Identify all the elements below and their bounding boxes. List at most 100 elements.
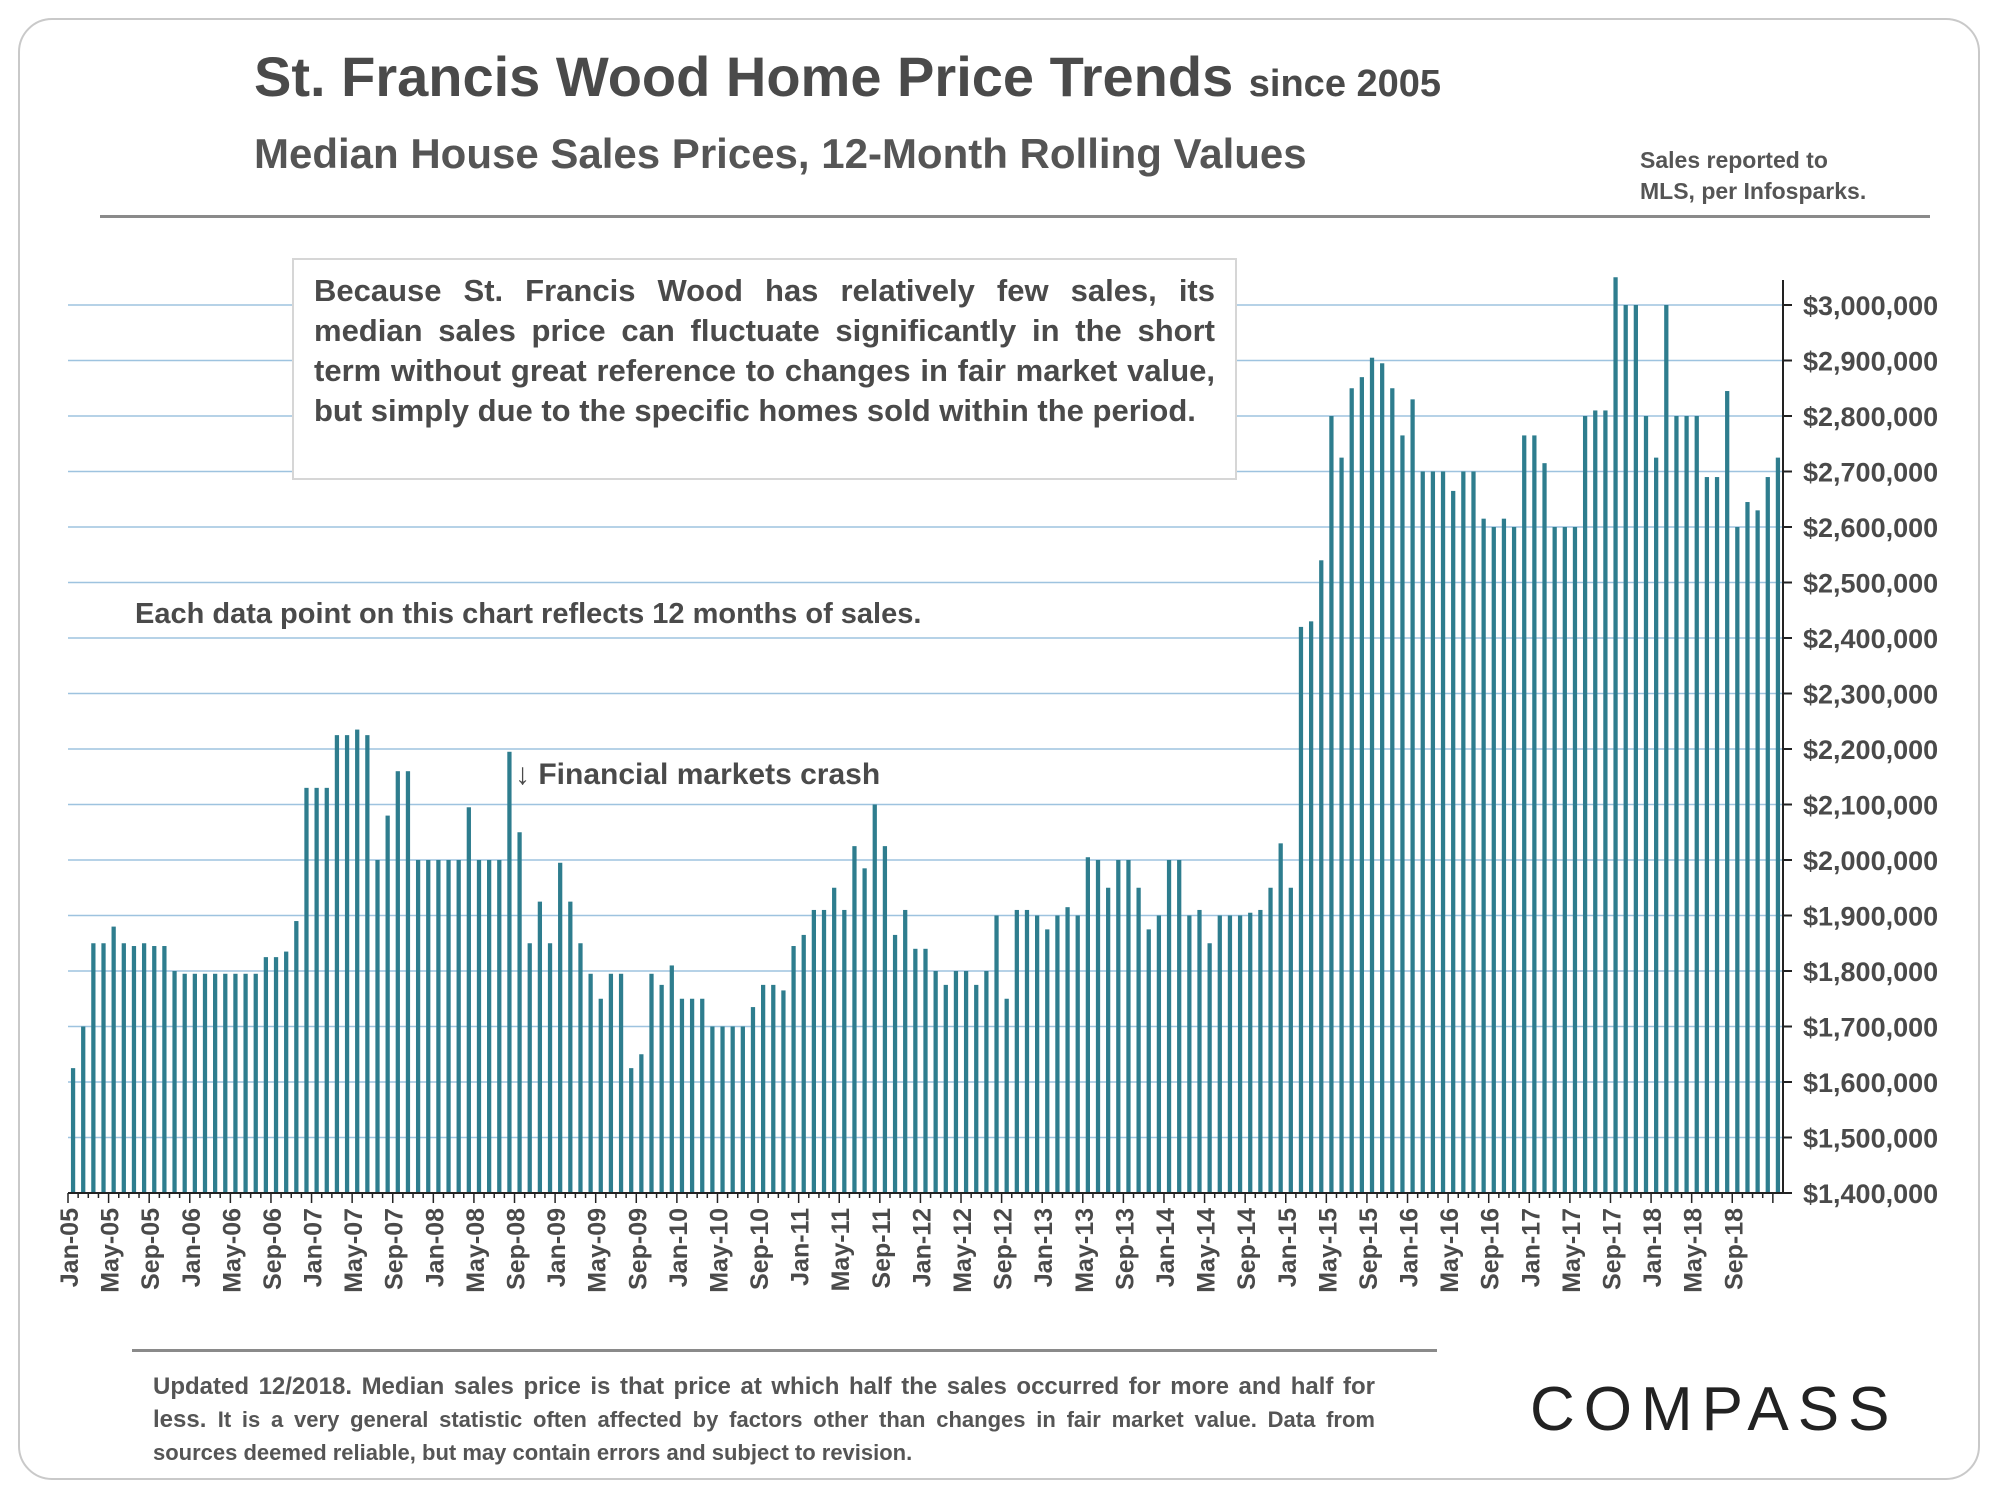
x-tick-labels: Jan-05 May-05 Sep-05 Jan-06 May-06 Sep-06 Jan-… — [56, 1208, 1748, 1293]
bar — [1552, 527, 1557, 1193]
bar — [497, 860, 502, 1193]
y-tick-label: $2,700,000 — [1803, 458, 1938, 488]
footer-disclaimer: Updated 12/2018. Median sales price is t… — [153, 1370, 1375, 1469]
bar — [791, 946, 796, 1193]
x-tick-label: Jan-17 — [1517, 1208, 1545, 1287]
bar — [243, 973, 248, 1193]
x-tick-label: Jan-07 — [300, 1208, 328, 1287]
bar — [375, 860, 380, 1193]
y-tick-label: $2,200,000 — [1803, 735, 1938, 765]
bar — [1725, 391, 1730, 1193]
bar — [1603, 410, 1608, 1193]
x-tick-label: May-17 — [1558, 1208, 1586, 1293]
bar — [1471, 471, 1476, 1193]
bar — [1319, 560, 1324, 1193]
y-tick-label: $3,000,000 — [1803, 291, 1938, 321]
x-tick-label: Sep-08 — [503, 1208, 531, 1290]
bar — [1654, 457, 1659, 1194]
x-tick-label: Jan-11 — [787, 1208, 815, 1286]
chart-title: St. Francis Wood Home Price Trends since… — [254, 44, 1441, 109]
bar — [1633, 305, 1638, 1193]
bar — [172, 971, 177, 1193]
bar — [892, 934, 898, 1193]
bar — [1542, 463, 1547, 1193]
x-tick-label: May-06 — [218, 1208, 246, 1293]
bar — [639, 1054, 644, 1193]
bars — [70, 277, 1781, 1194]
y-tick-label: $2,900,000 — [1803, 347, 1938, 377]
bar — [1268, 887, 1273, 1193]
bar — [1664, 305, 1669, 1193]
x-tick-label: May-05 — [97, 1208, 125, 1293]
bar — [1755, 510, 1760, 1194]
bar — [233, 973, 238, 1193]
bar — [1400, 435, 1405, 1193]
bar — [1035, 915, 1040, 1193]
bar — [872, 804, 877, 1193]
bar — [1582, 416, 1588, 1193]
source-note-line1: Sales reported to — [1640, 147, 1828, 173]
bar — [588, 973, 593, 1193]
bar — [405, 771, 411, 1193]
bar — [1359, 377, 1364, 1193]
bar — [202, 973, 208, 1193]
bar — [832, 887, 837, 1193]
bar — [527, 943, 532, 1193]
footer-divider — [132, 1349, 1437, 1352]
bar — [101, 943, 106, 1193]
bar — [1532, 435, 1537, 1193]
bar — [81, 1026, 86, 1193]
x-tick-label: Jan-14 — [1152, 1208, 1180, 1287]
bar — [558, 862, 563, 1193]
bar — [801, 934, 806, 1193]
bar — [659, 984, 664, 1194]
bar — [1643, 416, 1649, 1193]
x-tick-label: May-09 — [584, 1208, 612, 1293]
x-tick-label: Sep-17 — [1598, 1208, 1626, 1290]
bar — [537, 901, 543, 1194]
bar — [1390, 388, 1395, 1193]
bar — [121, 943, 126, 1193]
bar — [1593, 410, 1598, 1193]
bar — [1258, 909, 1263, 1193]
bar — [781, 990, 786, 1193]
bar — [761, 984, 766, 1194]
x-tick-label: Jan-12 — [908, 1208, 936, 1287]
bar — [1339, 457, 1344, 1194]
bar — [223, 973, 228, 1193]
bar — [1572, 527, 1578, 1193]
footer-rest-text: It is a very general statistic often aff… — [153, 1407, 1375, 1465]
bar — [903, 909, 908, 1193]
bar — [1430, 471, 1436, 1193]
x-tick-label: Sep-05 — [137, 1208, 165, 1290]
y-tick-label: $2,500,000 — [1803, 569, 1938, 599]
bar — [1166, 860, 1172, 1193]
source-note: Sales reported to MLS, per Infosparks. — [1640, 145, 1866, 207]
bar — [852, 846, 857, 1194]
bar — [355, 729, 360, 1193]
bar — [456, 860, 461, 1193]
y-tick-label: $2,800,000 — [1803, 402, 1938, 432]
bar — [1014, 909, 1019, 1193]
bar — [710, 1026, 715, 1193]
bar — [862, 868, 867, 1193]
bar — [1410, 399, 1415, 1194]
bar — [1207, 943, 1212, 1193]
bar — [1613, 277, 1618, 1193]
axes — [67, 280, 1792, 1203]
bar — [1440, 471, 1446, 1193]
bar — [740, 1026, 745, 1193]
bar — [1004, 998, 1009, 1193]
bar — [1177, 860, 1182, 1193]
bar — [487, 860, 492, 1193]
bar — [70, 1068, 76, 1194]
bar — [568, 901, 573, 1194]
bar — [953, 971, 959, 1193]
bar — [263, 957, 269, 1194]
bar — [1511, 527, 1517, 1193]
x-tick-label: Jan-18 — [1639, 1208, 1667, 1287]
bar — [963, 971, 969, 1193]
bar — [1227, 915, 1233, 1193]
bar — [507, 751, 512, 1193]
